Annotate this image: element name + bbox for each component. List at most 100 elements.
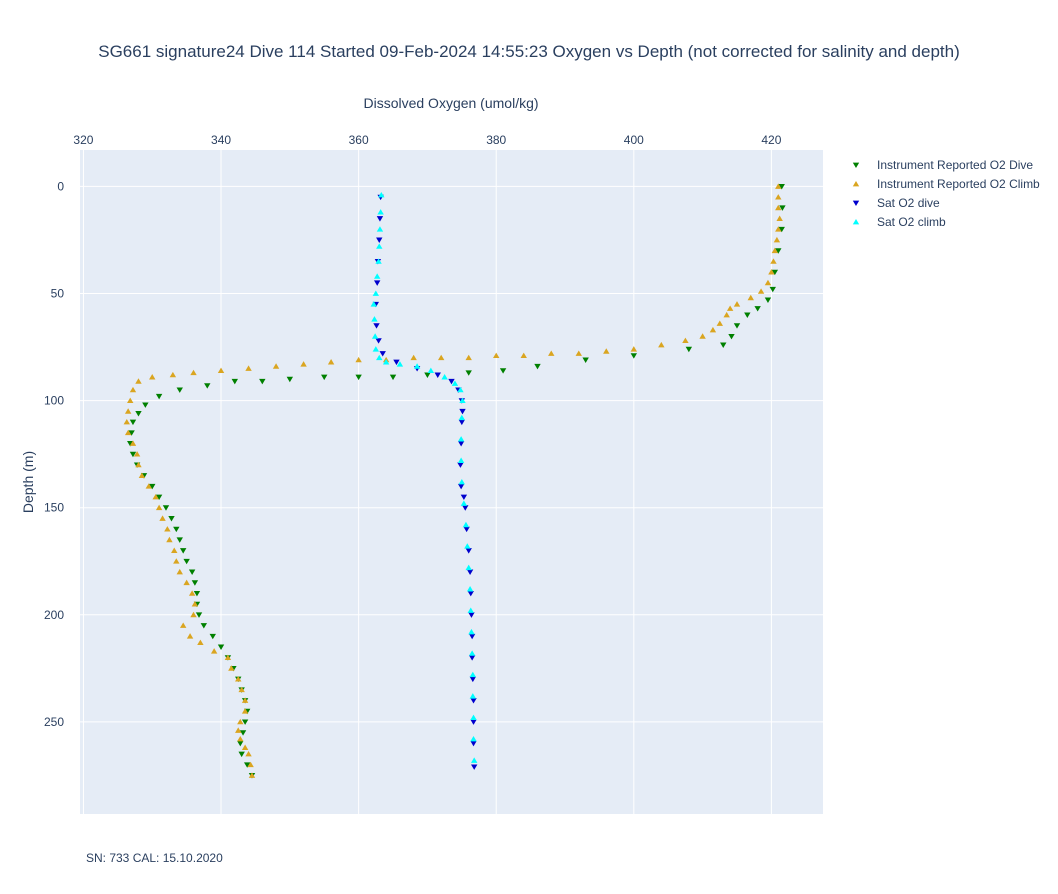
data-point bbox=[459, 408, 466, 415]
data-point bbox=[469, 676, 477, 683]
data-point bbox=[379, 351, 386, 357]
data-point bbox=[471, 757, 478, 763]
grid-lines bbox=[80, 150, 823, 814]
data-point bbox=[327, 359, 335, 365]
data-point bbox=[464, 543, 471, 549]
data-point bbox=[217, 644, 225, 650]
data-point bbox=[465, 370, 472, 376]
y-axis-title: Depth (m) bbox=[20, 451, 36, 513]
data-point bbox=[375, 258, 382, 264]
data-markers bbox=[123, 183, 786, 779]
legend-marker bbox=[852, 200, 860, 207]
data-point bbox=[458, 414, 466, 421]
data-point bbox=[723, 311, 730, 318]
data-point bbox=[248, 772, 256, 778]
y-tick-label: 0 bbox=[57, 179, 64, 193]
data-point bbox=[427, 367, 435, 374]
data-point bbox=[770, 258, 777, 264]
data-point bbox=[186, 633, 194, 639]
data-point bbox=[321, 374, 328, 381]
data-point bbox=[123, 418, 130, 425]
data-point bbox=[716, 320, 724, 326]
data-point bbox=[272, 363, 280, 369]
data-point bbox=[247, 761, 254, 768]
y-tick-label: 150 bbox=[44, 501, 64, 515]
data-point bbox=[176, 537, 183, 543]
data-point bbox=[200, 623, 208, 629]
data-point bbox=[241, 697, 249, 703]
data-point bbox=[195, 612, 203, 618]
data-point bbox=[138, 472, 146, 478]
data-point bbox=[209, 633, 216, 640]
legend-item-instrument-reported-o2-dive[interactable]: Instrument Reported O2 Dive bbox=[852, 158, 1034, 172]
data-point bbox=[241, 708, 249, 714]
data-point bbox=[470, 714, 477, 721]
y-tick-label: 200 bbox=[44, 608, 64, 622]
data-point bbox=[764, 279, 772, 286]
data-point bbox=[217, 367, 225, 374]
data-point bbox=[164, 526, 171, 532]
data-point bbox=[451, 380, 459, 386]
data-point bbox=[135, 378, 142, 384]
data-point bbox=[468, 612, 475, 618]
data-point bbox=[468, 633, 476, 640]
data-point bbox=[575, 350, 582, 356]
data-point bbox=[467, 607, 474, 613]
data-point bbox=[424, 372, 431, 378]
legend-marker bbox=[852, 218, 860, 225]
data-point bbox=[462, 521, 470, 528]
data-point bbox=[142, 402, 149, 408]
data-point bbox=[775, 183, 782, 189]
plot-background bbox=[80, 150, 823, 814]
data-point bbox=[204, 383, 211, 389]
data-point bbox=[371, 333, 379, 339]
data-point bbox=[493, 352, 500, 359]
data-point bbox=[457, 441, 465, 447]
data-point bbox=[520, 352, 527, 359]
data-point bbox=[458, 478, 466, 485]
data-point bbox=[124, 429, 132, 436]
data-point bbox=[548, 350, 555, 356]
data-point bbox=[437, 354, 445, 361]
data-point bbox=[778, 226, 785, 233]
data-point bbox=[457, 436, 465, 442]
legend-item-sat-o2-climb[interactable]: Sat O2 climb bbox=[852, 215, 946, 229]
data-point bbox=[468, 655, 476, 661]
data-point bbox=[188, 590, 196, 596]
data-point bbox=[155, 393, 163, 400]
data-point bbox=[499, 368, 507, 374]
data-point bbox=[396, 361, 404, 367]
data-point bbox=[466, 569, 474, 576]
data-point bbox=[166, 536, 173, 543]
data-point bbox=[733, 323, 741, 329]
data-point bbox=[374, 273, 381, 279]
data-point bbox=[191, 601, 199, 607]
data-point bbox=[129, 451, 137, 458]
data-point bbox=[191, 580, 199, 586]
data-point bbox=[685, 346, 693, 353]
data-point bbox=[133, 451, 141, 457]
data-point bbox=[470, 719, 477, 725]
data-point bbox=[459, 397, 466, 404]
legend-item-instrument-reported-o2-climb[interactable]: Instrument Reported O2 Climb bbox=[852, 177, 1040, 191]
data-point bbox=[155, 494, 163, 501]
data-point bbox=[658, 341, 665, 348]
data-point bbox=[183, 579, 190, 586]
axis-ticks: 320 340 360 380 400 420 0 50 100 150 200 250 bbox=[44, 133, 782, 729]
data-point bbox=[135, 461, 142, 468]
series-sat-o2-climb bbox=[370, 191, 478, 763]
data-point bbox=[179, 548, 187, 554]
data-point bbox=[245, 365, 252, 371]
legend-label: Sat O2 climb bbox=[877, 215, 946, 229]
data-point bbox=[457, 457, 465, 463]
series-instrument-reported-o2-dive bbox=[127, 184, 786, 779]
data-point bbox=[376, 237, 383, 244]
data-point bbox=[754, 306, 761, 312]
data-point bbox=[434, 372, 441, 378]
y-tick-label: 50 bbox=[51, 287, 65, 301]
data-point bbox=[733, 301, 741, 307]
legend[interactable]: Instrument Reported O2 Dive Instrument Re… bbox=[852, 158, 1040, 229]
data-point bbox=[376, 226, 384, 232]
data-point bbox=[699, 333, 706, 339]
legend-item-sat-o2-dive[interactable]: Sat O2 dive bbox=[852, 196, 940, 210]
